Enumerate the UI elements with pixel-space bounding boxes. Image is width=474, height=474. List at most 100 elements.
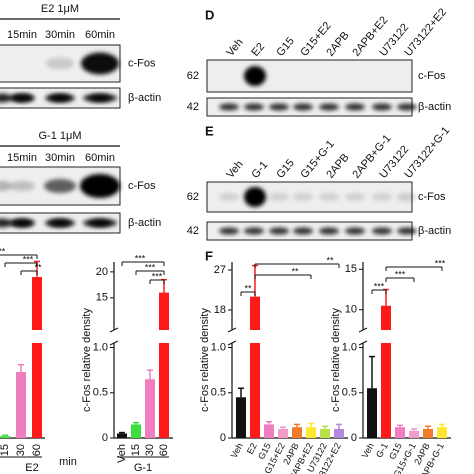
blot-band [244,66,266,86]
blot-header: G-1 1μM [38,130,81,142]
lane-label: 2APB [324,152,351,181]
lane-label: Veh [224,37,245,59]
blot-band [80,174,120,198]
axis-break [227,340,237,346]
blot-band [269,227,289,235]
significance-label: ** [326,255,334,265]
blot-band [397,193,417,201]
row-label: β-actin [418,225,451,237]
axis-break [109,340,119,346]
y-tick-label: 10 [345,304,357,316]
panel-label: E [205,123,214,138]
y-tick-label: 15 [345,263,357,275]
blot-band [9,218,35,228]
size-marker: 62 [187,70,199,82]
y-tick-label: 1.0 [211,341,226,353]
bar [423,428,433,438]
y-tick-label: 27 [214,264,226,276]
blot-band [397,103,417,111]
blot-band [9,93,35,103]
size-marker: 42 [187,225,199,237]
blot-band [293,227,313,235]
lane-label: 60min [85,152,115,164]
x-axis-label: min [59,456,77,468]
group-label: E2 [25,462,38,474]
bar [264,424,274,438]
bar [381,305,391,330]
row-label: β-actin [128,92,161,104]
bar [250,296,260,330]
blot-band [269,193,289,201]
blot-band [244,103,264,111]
significance-label: *** [135,253,146,263]
blot-band [81,52,119,75]
row-label: c-Fos [128,180,156,192]
lane-label: U73122+E2 [402,6,449,58]
significance-label: *** [152,271,163,281]
blot-header: E2 1μM [41,3,79,15]
row-label: β-actin [128,217,161,229]
lane-label: E2 [249,41,267,59]
blot-band [83,93,117,103]
significance-label: *** [374,281,385,291]
lane-label: 60min [85,29,115,41]
axis-break [109,327,119,333]
bar [437,427,447,438]
bar [117,433,127,438]
blot-band [0,218,12,228]
significance-label: ** [291,266,299,276]
x-tick-label: 60 [31,444,43,456]
row-label: β-actin [418,101,451,113]
bar [320,428,330,438]
bar [236,397,246,438]
lane-label: G-1 [249,159,270,181]
x-tick-label: 60 [158,444,170,456]
bar [0,436,10,438]
axis-break [358,340,368,346]
group-label: G-1 [134,462,152,474]
significance-label: *** [145,262,156,272]
y-tick-label: 1.0 [342,341,357,353]
y-tick-label: 1.0 [93,341,108,353]
axis-break [358,327,368,333]
bar [16,371,26,438]
bar [334,428,344,438]
bar [395,427,405,438]
blot-band [345,227,365,235]
lane-label: 15min [7,29,37,41]
blot-membrane [206,59,413,93]
bar [367,388,377,438]
x-tick-label: Veh [360,441,376,459]
lane-label: 2APB [324,30,351,59]
bar [250,343,260,438]
size-marker: 42 [187,101,199,113]
blot-band [219,103,239,111]
blot-band [219,227,239,235]
blot-band [372,103,392,111]
row-label: c-Fos [418,191,446,203]
blot-band [345,193,365,201]
x-tick-label: 30 [15,444,27,456]
y-axis-label: c-Fos relative density [330,308,342,412]
x-tick-label: 15 [130,444,142,456]
bar [409,430,419,438]
blot-band [397,227,417,235]
blot-band [244,187,266,207]
x-tick-label: Veh [116,444,128,463]
axis-break [227,327,237,333]
lane-label: 30min [45,29,75,41]
blot-band [45,93,75,103]
blot-band [9,181,35,191]
y-tick-label: 0 [351,432,357,444]
blot-band [319,193,339,201]
y-tick-label: 20 [96,266,108,278]
bar [32,277,42,330]
y-tick-label: 15 [96,292,108,304]
y-tick-label: 0 [102,432,108,444]
blot-band [269,103,289,111]
y-axis-label: c-Fos relative density [81,308,93,412]
panel-label: D [205,7,214,22]
x-tick-label: 30 [144,444,156,456]
